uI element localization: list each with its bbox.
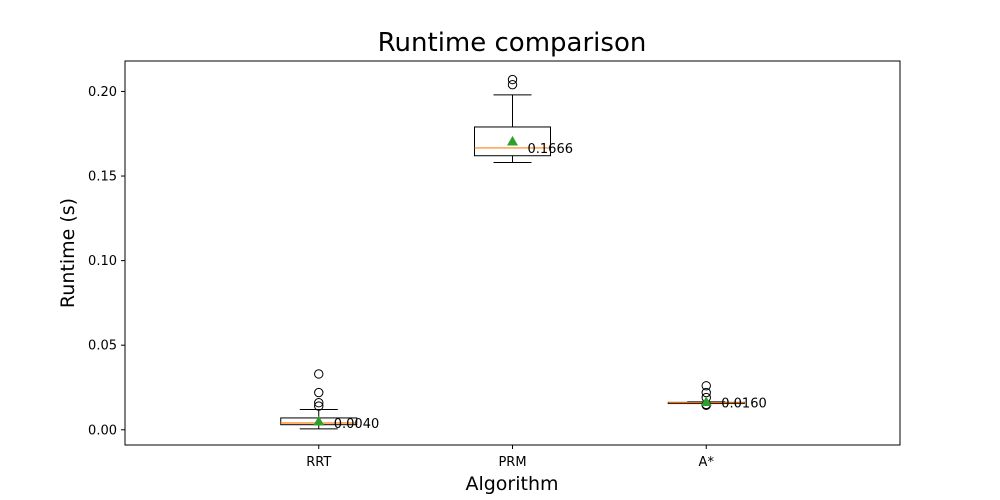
outlier-point xyxy=(314,401,324,411)
box-group-0: 0.0040 xyxy=(280,369,380,432)
outlier-point xyxy=(314,369,324,379)
x-axis-label: Algorithm xyxy=(465,473,558,495)
box-series: 0.0040 0.1666 0.0160 xyxy=(280,74,767,432)
x-axis: RRT PRM A* xyxy=(306,445,714,470)
box-group-1: 0.1666 xyxy=(474,74,574,163)
y-tick-label: 0.15 xyxy=(88,170,117,185)
x-tick-label: A* xyxy=(699,455,715,470)
y-tick-label: 0.00 xyxy=(88,423,117,438)
iqr-box xyxy=(474,126,551,157)
median-value-label: 0.0040 xyxy=(334,417,380,432)
median-value-label: 0.0160 xyxy=(721,397,767,412)
mean-marker xyxy=(700,396,712,406)
mean-marker xyxy=(313,415,325,426)
outlier-point xyxy=(507,74,518,85)
y-axis: 0.00 0.05 0.10 0.15 0.20 xyxy=(88,85,125,438)
y-tick-label: 0.10 xyxy=(88,254,117,269)
x-tick-label: PRM xyxy=(498,455,526,470)
x-tick-label: RRT xyxy=(306,455,331,470)
outlier-point xyxy=(507,79,518,90)
outlier-point xyxy=(701,381,711,391)
y-tick-label: 0.05 xyxy=(88,339,117,354)
mean-marker xyxy=(507,135,518,146)
y-axis-label: Runtime (s) xyxy=(57,198,79,308)
box-group-2: 0.0160 xyxy=(667,381,767,412)
chart-title: Runtime comparison xyxy=(378,28,647,58)
outlier-point xyxy=(314,398,324,408)
median-value-label: 0.1666 xyxy=(528,142,574,157)
outlier-point xyxy=(314,387,324,398)
y-tick-label: 0.20 xyxy=(88,85,117,100)
